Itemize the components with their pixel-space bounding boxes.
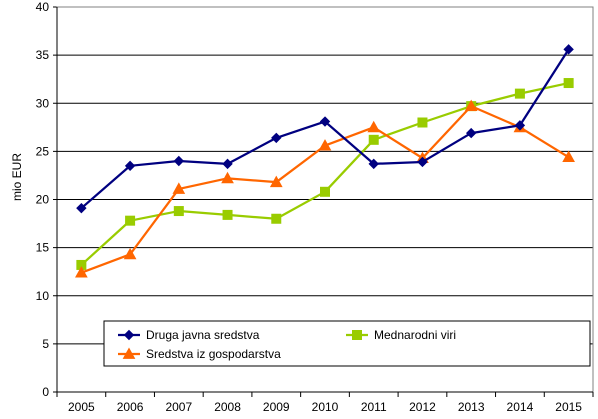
- data-point-triangle: [318, 139, 332, 151]
- data-point-square: [125, 215, 136, 226]
- legend-box: [103, 320, 591, 367]
- data-point-diamond: [417, 156, 428, 168]
- data-point-diamond: [173, 155, 185, 167]
- data-point-triangle: [367, 120, 381, 133]
- y-tick-label: 0: [42, 385, 49, 399]
- data-point-triangle: [464, 99, 478, 112]
- axes: mio EUR 0 5 10 15 20 25 30 35 40 2005 2006 2007 2008…: [10, 0, 594, 414]
- data-point-square: [320, 186, 330, 197]
- series-line: [80, 48, 570, 210]
- series-1: [76, 78, 574, 270]
- data-point-triangle: [172, 182, 186, 194]
- legend-entry: Sredstva iz gospodarstva: [118, 347, 281, 361]
- series-0: [76, 44, 574, 214]
- data-point-square: [271, 213, 282, 224]
- x-tick-label: 2009: [263, 400, 290, 414]
- legend: Druga javna sredstva Mednarodni viri Sreds…: [103, 320, 591, 367]
- legend-swatch-marker: [123, 329, 135, 341]
- data-point-triangle: [562, 150, 575, 163]
- data-point-diamond: [368, 158, 379, 170]
- series-lines: [75, 44, 575, 278]
- data-point-triangle: [123, 247, 137, 260]
- data-point-triangle: [75, 266, 88, 278]
- legend-swatch-marker: [122, 347, 136, 359]
- y-tick-label: 25: [36, 144, 50, 158]
- data-point-square: [514, 88, 525, 99]
- gridlines: [57, 6, 593, 345]
- legend-label: Mednarodni viri: [374, 328, 456, 342]
- legend-entry: Druga javna sredstva: [118, 328, 260, 342]
- x-tick-label: 2008: [214, 400, 241, 414]
- data-point-square: [222, 209, 233, 220]
- legend-label: Druga javna sredstva: [146, 328, 260, 342]
- y-axis-title: mio EUR: [10, 153, 24, 201]
- x-tick-label: 2013: [458, 400, 485, 414]
- x-tick-label: 2012: [409, 400, 436, 414]
- y-tick-label: 30: [36, 96, 50, 110]
- y-tick-label: 5: [42, 337, 49, 351]
- x-tick-label: 2005: [68, 400, 95, 414]
- x-tick-label: 2010: [312, 400, 339, 414]
- y-tick-label: 40: [36, 0, 50, 14]
- data-point-diamond: [514, 120, 526, 131]
- data-point-diamond: [76, 202, 87, 214]
- data-point-square: [417, 117, 428, 128]
- x-tick-label: 2011: [361, 400, 387, 414]
- series-line: [80, 81, 569, 266]
- data-point-square: [368, 134, 379, 145]
- data-point-diamond: [319, 116, 331, 127]
- y-tick-label: 15: [36, 241, 50, 255]
- data-point-diamond: [124, 160, 136, 172]
- data-point-triangle: [221, 171, 234, 184]
- data-point-diamond: [563, 44, 574, 55]
- data-point-diamond: [271, 132, 282, 144]
- data-point-diamond: [465, 127, 477, 139]
- y-tick-label: 10: [36, 289, 50, 303]
- x-tick-label: 2007: [165, 400, 192, 414]
- data-point-triangle: [269, 175, 283, 188]
- x-tick-label: 2015: [555, 400, 582, 414]
- y-tick-label: 35: [36, 48, 50, 62]
- legend-entry: Mednarodni viri: [346, 328, 456, 342]
- data-point-square: [563, 78, 574, 89]
- y-tick-label: 20: [36, 193, 50, 207]
- x-tick-label: 2014: [507, 400, 534, 414]
- data-point-diamond: [222, 158, 233, 170]
- legend-label: Sredstva iz gospodarstva: [146, 347, 281, 361]
- x-tick-label: 2006: [117, 400, 144, 414]
- data-point-square: [173, 206, 184, 217]
- legend-swatch-marker: [352, 330, 362, 340]
